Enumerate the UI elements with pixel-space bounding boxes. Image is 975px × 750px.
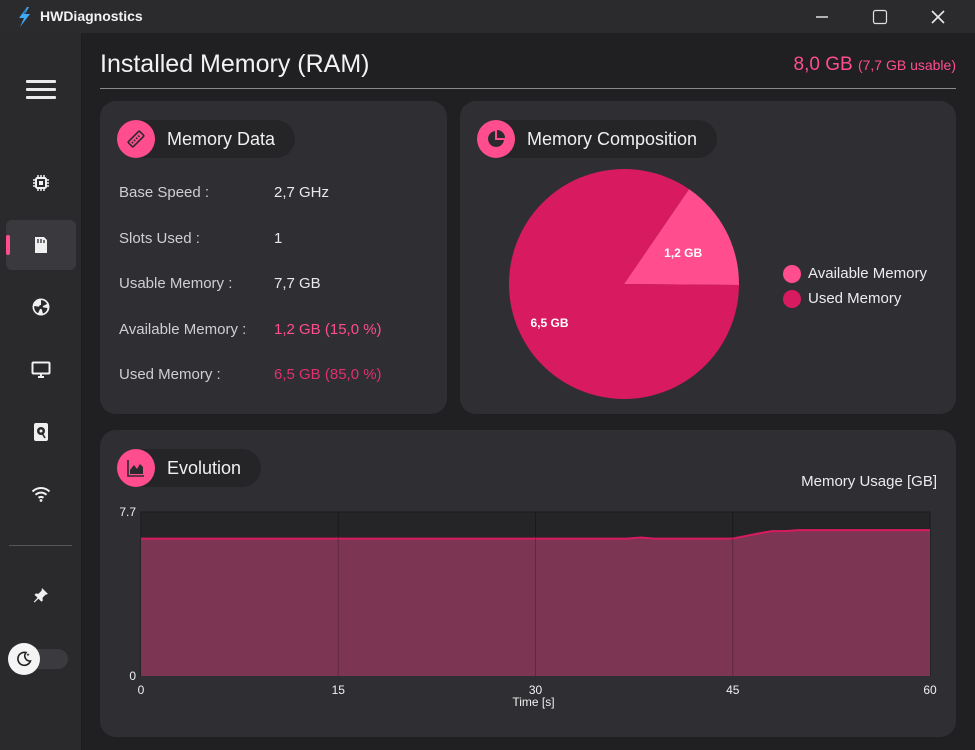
minimize-icon (816, 15, 828, 18)
memory-stick-icon (127, 130, 145, 148)
usable-memory-note: (7,7 GB usable) (857, 57, 956, 73)
memory-usage-area-chart: 0 15 30 45 60 0 7.7 Time [s] (119, 505, 937, 709)
usage-line (141, 529, 930, 540)
sidebar-item-cpu[interactable] (6, 158, 76, 208)
x-tick-label: 30 (529, 683, 543, 697)
evolution-title: Evolution (167, 457, 242, 478)
used-memory-label: Used Memory : (119, 366, 221, 383)
chart-caption: Memory Usage [GB] (801, 473, 937, 490)
pie-slice-available[interactable] (624, 189, 739, 286)
minimize-button[interactable] (793, 0, 851, 33)
base-speed-value: 2,7 GHz (274, 184, 330, 201)
y-tick-label: 7.7 (119, 505, 136, 519)
x-tick-label: 0 (138, 683, 145, 697)
memory-data-title: Memory Data (167, 128, 276, 149)
legend-swatch-used (783, 289, 801, 308)
slots-used-value: 1 (274, 230, 283, 247)
app-logo-icon (19, 7, 30, 27)
sidebar-divider (9, 545, 72, 546)
pie-chart-icon (488, 130, 505, 147)
title-divider (100, 88, 956, 89)
sidebar (0, 33, 82, 750)
memory-pie-chart: 1,2 GB 6,5 GB (508, 169, 739, 399)
usable-memory-value: 7,7 GB (274, 275, 321, 292)
x-axis-label: Time [s] (512, 695, 554, 709)
slots-used-label: Slots Used : (119, 230, 200, 247)
toggle-knob (8, 643, 40, 675)
page-title: Installed Memory (RAM) (100, 50, 370, 78)
sidebar-item-storage[interactable] (6, 407, 76, 457)
area-chart-icon (127, 460, 144, 477)
used-memory-value: 6,5 GB (85,0 %) (274, 366, 382, 383)
available-memory-label: Available Memory : (119, 321, 247, 338)
memory-composition-card: Memory Composition 1,2 GB 6,5 GB Availabl… (460, 101, 956, 414)
sidebar-item-ram[interactable] (6, 220, 76, 270)
monitor-icon (31, 361, 51, 378)
maximize-icon (872, 9, 888, 24)
legend-label-available: Available Memory (808, 265, 927, 282)
available-memory-value: 1,2 GB (15,0 %) (274, 321, 382, 338)
area-chart-icon-badge (117, 449, 155, 487)
pin-button[interactable] (6, 570, 76, 620)
cpu-chip-icon (33, 175, 49, 191)
sidebar-item-gpu[interactable] (6, 282, 76, 332)
pie-legend: Available Memory Used Memory (783, 261, 927, 311)
x-tick-label: 60 (923, 683, 937, 697)
memory-composition-header: Memory Composition (477, 120, 718, 158)
title-bar: HWDiagnostics (0, 0, 975, 33)
close-icon (931, 9, 945, 24)
y-tick-label: 0 (129, 669, 136, 683)
base-speed-label: Base Speed : (119, 184, 210, 201)
evolution-card: Evolution Memory Usage [GB] 0 15 30 45 60 0 7.… (100, 430, 956, 737)
installed-memory-total: 8,0 GB (7,7 GB usable) (794, 54, 957, 76)
active-indicator (6, 235, 10, 255)
total-memory-value: 8,0 GB (793, 54, 853, 75)
pie-slice-used[interactable] (508, 169, 739, 399)
theme-toggle[interactable] (8, 643, 70, 675)
legend-item-available: Available Memory (783, 261, 927, 286)
maximize-button[interactable] (851, 0, 909, 33)
legend-swatch-available (783, 264, 801, 283)
legend-item-used: Used Memory (783, 286, 927, 311)
memory-data-card: Memory Data Base Speed : 2,7 GHz Slots U… (100, 101, 447, 414)
gpu-fan-icon (32, 298, 50, 316)
x-tick-label: 15 (332, 683, 346, 697)
usable-memory-label: Usable Memory : (119, 275, 233, 292)
pie-data-label-available: 1,2 GB (664, 246, 702, 260)
moon-icon (17, 651, 32, 667)
x-tick-label: 45 (726, 683, 740, 697)
evolution-header: Evolution (117, 449, 262, 487)
memory-card-icon (35, 237, 47, 253)
wifi-icon (31, 487, 51, 502)
pin-icon (33, 588, 48, 603)
memory-data-header: Memory Data (117, 120, 296, 158)
pie-data-label-used: 6,5 GB (531, 316, 569, 330)
memory-stick-icon-badge (117, 120, 155, 158)
hard-drive-icon (34, 423, 48, 441)
legend-label-used: Used Memory (808, 290, 902, 307)
sidebar-item-network[interactable] (6, 469, 76, 519)
pie-chart-icon-badge (477, 120, 515, 158)
hamburger-icon (26, 80, 56, 83)
sidebar-item-display[interactable] (6, 345, 76, 395)
hamburger-menu-button[interactable] (26, 80, 56, 100)
app-title: HWDiagnostics (40, 8, 143, 24)
close-button[interactable] (909, 0, 967, 33)
memory-composition-title: Memory Composition (527, 128, 698, 149)
